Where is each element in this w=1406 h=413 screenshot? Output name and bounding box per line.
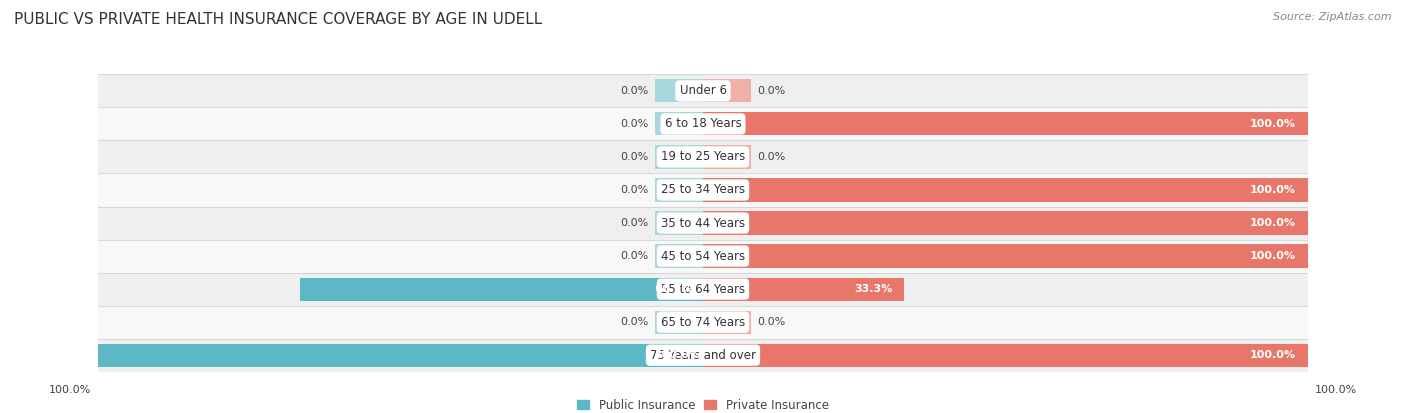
Text: 0.0%: 0.0% bbox=[758, 152, 786, 162]
Legend: Public Insurance, Private Insurance: Public Insurance, Private Insurance bbox=[572, 394, 834, 413]
Bar bbox=[98, 306, 1308, 339]
Text: Under 6: Under 6 bbox=[679, 84, 727, 97]
Bar bbox=[98, 339, 1308, 372]
Bar bbox=[655, 178, 703, 202]
Text: 75 Years and over: 75 Years and over bbox=[650, 349, 756, 362]
Text: 0.0%: 0.0% bbox=[758, 86, 786, 96]
Text: 0.0%: 0.0% bbox=[620, 185, 648, 195]
Bar bbox=[703, 278, 904, 301]
Bar bbox=[703, 344, 1308, 367]
Bar bbox=[703, 145, 751, 169]
Bar bbox=[655, 112, 703, 135]
Text: 65 to 74 Years: 65 to 74 Years bbox=[661, 316, 745, 329]
Bar bbox=[703, 211, 1308, 235]
Text: Source: ZipAtlas.com: Source: ZipAtlas.com bbox=[1274, 12, 1392, 22]
Bar bbox=[98, 173, 1308, 206]
Text: 0.0%: 0.0% bbox=[620, 86, 648, 96]
Text: 19 to 25 Years: 19 to 25 Years bbox=[661, 150, 745, 164]
Bar bbox=[299, 278, 703, 301]
Text: 0.0%: 0.0% bbox=[758, 317, 786, 327]
Text: 55 to 64 Years: 55 to 64 Years bbox=[661, 282, 745, 296]
Bar bbox=[703, 112, 1308, 135]
Bar bbox=[98, 206, 1308, 240]
Bar bbox=[655, 311, 703, 334]
Text: 100.0%: 100.0% bbox=[1250, 119, 1295, 129]
Bar bbox=[655, 145, 703, 169]
Bar bbox=[98, 140, 1308, 173]
Text: 100.0%: 100.0% bbox=[655, 350, 700, 360]
Bar bbox=[703, 311, 751, 334]
Bar bbox=[703, 79, 751, 102]
Bar bbox=[703, 178, 1308, 202]
Bar bbox=[98, 344, 703, 367]
Text: 100.0%: 100.0% bbox=[49, 385, 91, 395]
Bar bbox=[98, 273, 1308, 306]
Bar bbox=[98, 74, 1308, 107]
Bar bbox=[703, 244, 1308, 268]
Text: 45 to 54 Years: 45 to 54 Years bbox=[661, 249, 745, 263]
Text: 0.0%: 0.0% bbox=[620, 317, 648, 327]
Text: 100.0%: 100.0% bbox=[1315, 385, 1357, 395]
Text: 0.0%: 0.0% bbox=[620, 119, 648, 129]
Text: 0.0%: 0.0% bbox=[620, 152, 648, 162]
Text: 0.0%: 0.0% bbox=[620, 251, 648, 261]
Text: 100.0%: 100.0% bbox=[1250, 251, 1295, 261]
Text: 6 to 18 Years: 6 to 18 Years bbox=[665, 117, 741, 131]
Text: 100.0%: 100.0% bbox=[1250, 218, 1295, 228]
Text: 66.7%: 66.7% bbox=[655, 284, 693, 294]
Text: 100.0%: 100.0% bbox=[1250, 350, 1295, 360]
Text: 100.0%: 100.0% bbox=[1250, 185, 1295, 195]
Text: 25 to 34 Years: 25 to 34 Years bbox=[661, 183, 745, 197]
Text: 35 to 44 Years: 35 to 44 Years bbox=[661, 216, 745, 230]
Bar bbox=[98, 240, 1308, 273]
Text: 33.3%: 33.3% bbox=[853, 284, 893, 294]
Text: PUBLIC VS PRIVATE HEALTH INSURANCE COVERAGE BY AGE IN UDELL: PUBLIC VS PRIVATE HEALTH INSURANCE COVER… bbox=[14, 12, 543, 27]
Bar bbox=[98, 107, 1308, 140]
Text: 0.0%: 0.0% bbox=[620, 218, 648, 228]
Bar bbox=[655, 211, 703, 235]
Bar bbox=[655, 79, 703, 102]
Bar bbox=[655, 244, 703, 268]
